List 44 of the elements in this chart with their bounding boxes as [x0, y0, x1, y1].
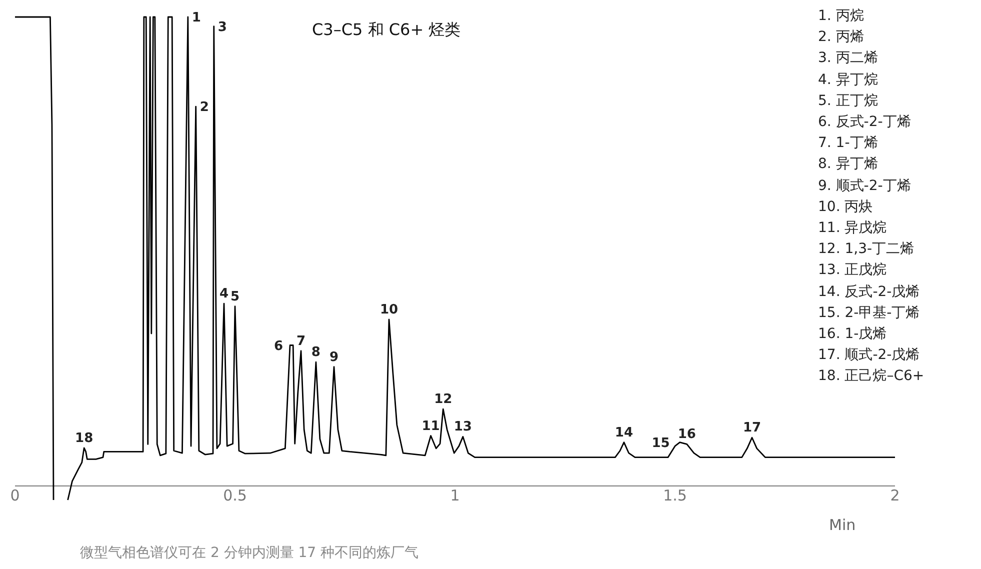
chart-title: C3–C5 和 C6+ 烃类 [312, 20, 461, 41]
x-tick-label: 0.5 [223, 486, 247, 505]
x-tick-label: 1 [450, 486, 460, 505]
annotation: 1 [192, 10, 201, 26]
annotation: 2. 丙烯 [818, 28, 865, 48]
annotation: 13 [454, 420, 472, 435]
annotation: 16 [678, 427, 696, 442]
annotation: 17 [742, 420, 762, 436]
text: 微型气相色谱仪可在 2 分钟内测量 17 种不同的炼厂气 [80, 544, 419, 562]
x-tick-label: 0 [10, 486, 20, 505]
annotation: 8. 异丁烯 [818, 155, 879, 174]
annotation: 9 [329, 350, 339, 365]
annotation: 15. 2-甲基-丁烯 [818, 304, 921, 323]
annotation: 5 [230, 289, 240, 304]
x-axis-title: Min [829, 516, 856, 534]
annotation: 13. 正戊烷 [818, 261, 888, 280]
annotation: 3. 丙二烯 [818, 49, 879, 68]
annotation: 12 [434, 392, 452, 408]
annotation: 9. 顺式-2-丁烯 [818, 176, 912, 196]
annotation: 5. 正丁烷 [818, 92, 879, 111]
annotation: 10 [380, 302, 398, 318]
annotation: 7. 1-丁烯 [818, 134, 879, 154]
annotation: 11. 异戊烷 [818, 219, 888, 238]
annotation: 1. 丙烷 [818, 7, 865, 26]
annotation: 2 [200, 100, 209, 116]
annotation: 3 [218, 20, 227, 35]
annotation: 6. 反式-2-丁烯 [818, 113, 912, 132]
annotation: 18. 正己烷–C6+ [818, 367, 924, 386]
annotation: 10. 丙炔 [818, 198, 874, 217]
annotation: 18 [75, 430, 94, 446]
annotation: 14. 反式-2-戊烯 [818, 282, 921, 302]
annotation: 11 [422, 418, 440, 434]
x-tick-label: 2 [890, 486, 900, 505]
annotation: 6 [274, 338, 284, 354]
annotation: 17. 顺式-2-戊烯 [818, 346, 921, 366]
annotation: 16. 1-戊烯 [818, 325, 888, 344]
annotation: 14 [614, 425, 634, 440]
annotation: 4. 异丁烷 [818, 70, 879, 90]
x-tick-label: 1.5 [663, 486, 687, 505]
annotation: 7 [296, 334, 306, 349]
annotation: 12. 1,3-丁二烯 [818, 240, 916, 260]
annotation: 15 [652, 436, 670, 451]
annotation: 4 [219, 286, 229, 302]
annotation: 8 [311, 345, 320, 360]
